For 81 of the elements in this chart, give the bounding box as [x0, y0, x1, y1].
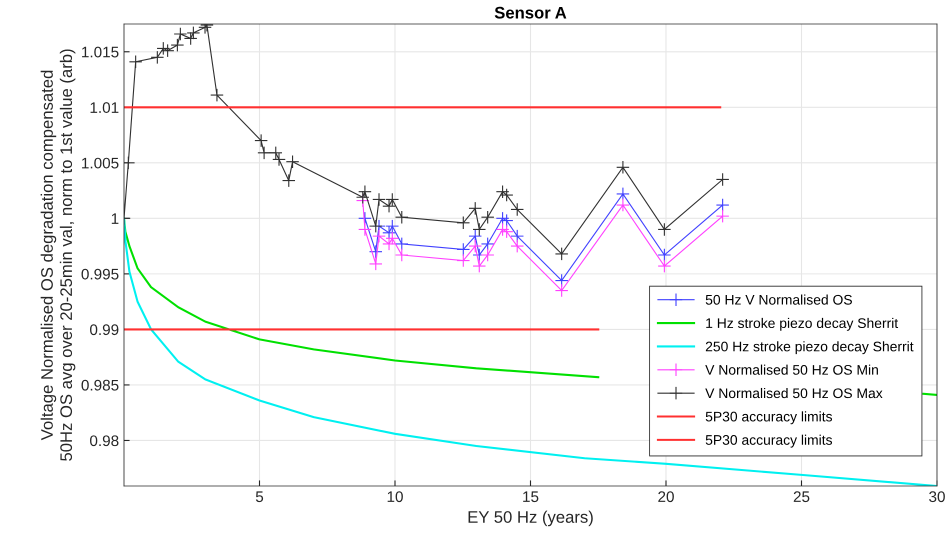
point	[456, 254, 470, 268]
point	[394, 237, 409, 251]
point	[456, 216, 470, 230]
point	[272, 152, 286, 166]
point	[658, 259, 672, 273]
legend-label: V Normalised 50 Hz OS Min	[705, 364, 878, 375]
point	[496, 212, 510, 226]
point	[286, 154, 300, 169]
point	[468, 202, 482, 216]
point	[358, 222, 372, 236]
point	[394, 248, 409, 262]
point	[358, 184, 372, 198]
point	[254, 134, 268, 148]
legend-label: 250 Hz stroke piezo decay Sherrit	[706, 341, 914, 354]
point	[496, 222, 510, 236]
point	[368, 219, 383, 233]
point	[282, 174, 296, 188]
y-tick-label: 1.01	[90, 102, 118, 113]
x-tick-label: 25	[794, 491, 810, 502]
x-tick-label: 20	[658, 491, 674, 502]
point	[257, 146, 271, 160]
point	[716, 198, 730, 212]
point	[186, 26, 200, 40]
y-tick-label: 0.98	[90, 435, 118, 446]
x-tick-label: 10	[388, 491, 403, 502]
point	[356, 190, 370, 204]
y-tick-label: 1	[112, 213, 118, 224]
point	[174, 27, 188, 41]
y-tick-label: 0.995	[82, 268, 118, 280]
point	[716, 172, 730, 186]
point	[658, 248, 672, 262]
point	[358, 212, 372, 226]
point	[184, 32, 198, 46]
point	[616, 187, 630, 201]
point	[394, 210, 409, 224]
y-tick-label: 1.015	[82, 46, 118, 58]
point	[372, 192, 386, 206]
point	[554, 274, 568, 288]
legend-label: 5P30 accuracy limits	[706, 411, 832, 424]
point	[480, 248, 494, 262]
point	[268, 146, 283, 160]
legend-label: 1 Hz stroke piezo decay Sherrit	[706, 318, 898, 331]
point	[716, 209, 730, 223]
point	[368, 257, 383, 271]
legend-label: 50 Hz V Normalised OS	[706, 294, 852, 305]
point	[170, 38, 184, 52]
point	[468, 239, 482, 253]
y-axis-title: Voltage Normalised OS degradation compensated 50Hz OS avg over 20-25min val, norm to 1st value (arb)	[40, 49, 76, 461]
point	[480, 210, 494, 224]
point	[128, 54, 142, 69]
point	[554, 247, 568, 261]
point	[658, 222, 672, 236]
chart-title: Sensor A	[494, 6, 566, 19]
x-axis-title: EY 50 Hz (years)	[468, 510, 593, 526]
point	[480, 237, 494, 251]
point	[616, 198, 630, 212]
point	[456, 242, 470, 256]
point	[210, 88, 224, 102]
point	[500, 214, 514, 228]
point	[372, 229, 386, 243]
y-tick-label: 0.99	[90, 324, 118, 336]
point	[510, 229, 524, 243]
point	[496, 184, 510, 198]
y-tick-label: 1.005	[82, 158, 118, 169]
point	[554, 284, 568, 298]
legend-label: V Normalised 50 Hz OS Max	[705, 388, 883, 398]
point	[616, 160, 630, 174]
point	[510, 239, 524, 253]
point	[500, 224, 514, 238]
point	[468, 229, 482, 243]
x-tick-label: 30	[929, 491, 945, 502]
point	[368, 244, 383, 258]
y-tick-label: 0.985	[82, 380, 118, 391]
point	[472, 259, 486, 273]
point	[472, 222, 486, 236]
legend-label: 5P30 accuracy limits	[706, 434, 832, 448]
point	[500, 188, 514, 202]
x-tick-label: 15	[523, 491, 538, 502]
x-tick-label: 5	[256, 491, 264, 502]
point	[160, 44, 174, 58]
point	[510, 202, 524, 216]
